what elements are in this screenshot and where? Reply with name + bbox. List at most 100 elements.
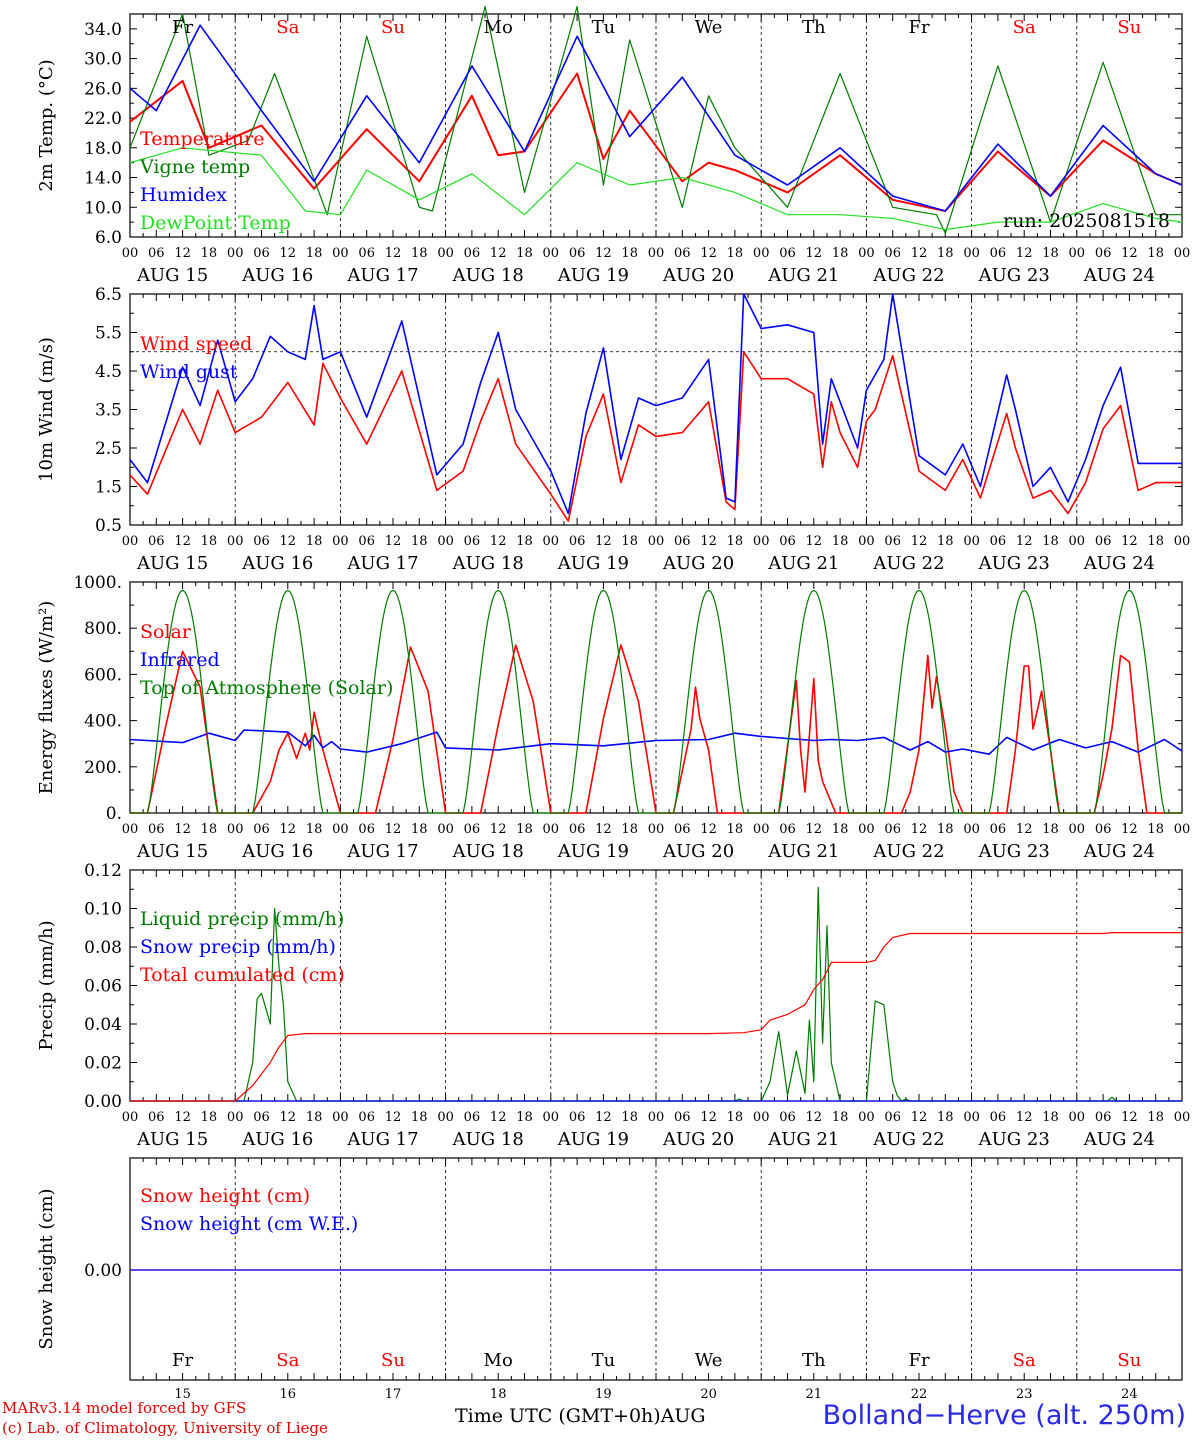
- legend-entry: Snow height (cm W.E.): [140, 1213, 358, 1235]
- x-hour-label: 06: [358, 1110, 375, 1125]
- location-title: Bolland−Herve (alt. 250m): [822, 1400, 1186, 1431]
- x-hour-label: 00: [858, 1110, 875, 1125]
- x-date-label: AUG 16: [241, 553, 313, 574]
- model-credit: MARv3.14 model forced by GFS: [2, 1399, 247, 1417]
- x-hour-label: 06: [358, 246, 375, 261]
- x-hour-label: 12: [174, 246, 191, 261]
- x-hour-label: 18: [832, 822, 849, 837]
- x-hour-label: 12: [1121, 246, 1138, 261]
- x-hour-label: 06: [884, 822, 901, 837]
- y-tick-label: 0.02: [84, 1054, 122, 1074]
- x-hour-label: 18: [411, 246, 428, 261]
- x-hour-label: 06: [884, 246, 901, 261]
- x-hour-label: 12: [385, 246, 402, 261]
- x-hour-label: 18: [516, 822, 533, 837]
- panel-3: 0. 200. 400. 600. 800. 1000. Energy fluxes (W/…: [36, 573, 1190, 862]
- x-hour-label: 12: [806, 246, 823, 261]
- y-tick-label: 30.0: [84, 50, 122, 70]
- weekday-label: Fr: [172, 17, 193, 38]
- x-hour-label: 06: [990, 534, 1007, 549]
- x-hour-label: 06: [148, 822, 165, 837]
- x-hour-label: 00: [543, 534, 560, 549]
- x-date-label: AUG 19: [557, 841, 629, 862]
- x-hour-label: 18: [1042, 1110, 1059, 1125]
- x-hour-label: 18: [937, 1110, 954, 1125]
- x-hour-label: 06: [253, 534, 270, 549]
- x-date-label: AUG 21: [767, 1129, 839, 1150]
- y-axis-label: Energy fluxes (W/m²): [36, 601, 57, 795]
- x-date-label: AUG 17: [346, 841, 418, 862]
- day-number-label: 24: [1121, 1387, 1138, 1402]
- day-number-label: 15: [174, 1387, 191, 1402]
- x-hour-label: 06: [358, 534, 375, 549]
- x-hour-label: 12: [700, 1110, 717, 1125]
- x-date-label: AUG 23: [978, 265, 1050, 286]
- x-hour-label: 00: [753, 534, 770, 549]
- x-hour-label: 18: [1147, 246, 1164, 261]
- x-hour-label: 00: [753, 1110, 770, 1125]
- weekday-label: We: [695, 17, 723, 38]
- weekday-label: Su: [1117, 1350, 1141, 1371]
- x-hour-label: 00: [332, 246, 349, 261]
- x-hour-label: 12: [1016, 822, 1033, 837]
- x-hour-label: 00: [648, 246, 665, 261]
- x-hour-label: 12: [490, 1110, 507, 1125]
- weekday-label: Su: [381, 17, 405, 38]
- x-hour-label: 12: [1121, 822, 1138, 837]
- x-hour-label: 06: [464, 534, 481, 549]
- x-hour-label: 00: [543, 1110, 560, 1125]
- x-date-label: AUG 19: [557, 1129, 629, 1150]
- x-hour-label: 06: [1095, 822, 1112, 837]
- time-axis-title: Time UTC (GMT+0h): [455, 1405, 661, 1427]
- x-hour-label: 18: [937, 246, 954, 261]
- x-hour-label: 18: [832, 246, 849, 261]
- legend-entry: Temperature: [140, 128, 264, 150]
- day-number-label: 17: [385, 1387, 402, 1402]
- x-date-label: AUG 20: [662, 265, 734, 286]
- x-hour-label: 12: [174, 534, 191, 549]
- x-hour-label: 00: [332, 534, 349, 549]
- legend-entry: Humidex: [140, 184, 227, 206]
- x-date-label: AUG 20: [662, 1129, 734, 1150]
- x-hour-label: 18: [621, 246, 638, 261]
- x-hour-label: 12: [280, 822, 297, 837]
- x-hour-label: 06: [148, 1110, 165, 1125]
- x-hour-label: 18: [621, 1110, 638, 1125]
- weekday-label: Sa: [1013, 1350, 1036, 1371]
- x-hour-label: 00: [227, 534, 244, 549]
- x-hour-label: 12: [490, 822, 507, 837]
- x-hour-label: 12: [595, 246, 612, 261]
- x-hour-label: 18: [727, 1110, 744, 1125]
- x-date-label: AUG 16: [241, 1129, 313, 1150]
- series-line-top-of-atmosphere-solar: [130, 589, 1182, 814]
- weekday-label: We: [695, 1350, 723, 1371]
- x-hour-label: 00: [122, 822, 139, 837]
- x-hour-label: 00: [227, 246, 244, 261]
- x-hour-label: 18: [411, 1110, 428, 1125]
- x-hour-label: 12: [174, 1110, 191, 1125]
- x-date-label: AUG 23: [978, 1129, 1050, 1150]
- x-hour-label: 06: [253, 246, 270, 261]
- weekday-label: Th: [802, 17, 826, 38]
- legend-entry: DewPoint Temp: [140, 212, 291, 234]
- weekday-label: Su: [1117, 17, 1141, 38]
- x-date-label: AUG 22: [872, 1129, 944, 1150]
- x-hour-label: 00: [1069, 822, 1086, 837]
- x-date-label: AUG 24: [1083, 1129, 1155, 1150]
- x-hour-label: 12: [595, 534, 612, 549]
- y-axis-label: Precip (mm/h): [36, 920, 57, 1050]
- x-hour-label: 00: [227, 1110, 244, 1125]
- x-hour-label: 18: [1147, 822, 1164, 837]
- x-hour-label: 06: [779, 1110, 796, 1125]
- x-hour-label: 00: [1069, 534, 1086, 549]
- x-date-label: AUG 15: [136, 841, 208, 862]
- x-hour-label: 12: [1121, 1110, 1138, 1125]
- x-date-label: AUG 21: [767, 265, 839, 286]
- x-date-label: AUG 22: [872, 553, 944, 574]
- x-hour-label: 00: [122, 534, 139, 549]
- x-hour-label: 00: [437, 246, 454, 261]
- x-date-label: AUG 21: [767, 841, 839, 862]
- x-hour-label: 18: [937, 534, 954, 549]
- x-date-label: AUG 16: [241, 265, 313, 286]
- x-hour-label: 00: [437, 534, 454, 549]
